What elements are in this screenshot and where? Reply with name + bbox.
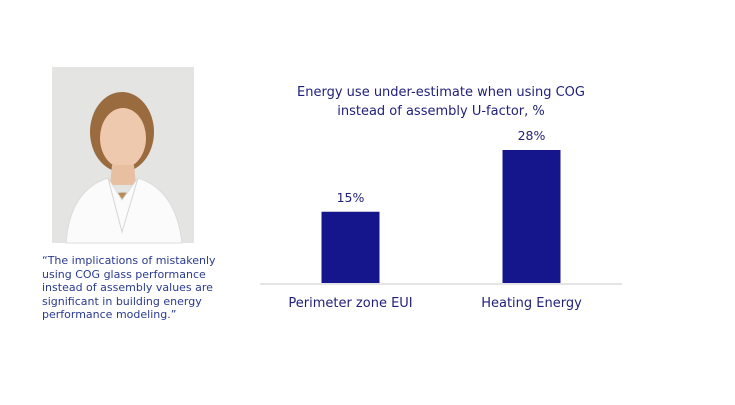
quote: “The implications of mistakenly using CO…	[42, 254, 216, 322]
portrait-photo	[52, 67, 194, 244]
x-tick-label: Perimeter zone EUI	[288, 296, 412, 311]
chart-title: Energy use under-estimate when using COG…	[297, 85, 585, 119]
value-label: 15%	[337, 190, 365, 205]
x-tick-label: Heating Energy	[481, 296, 582, 311]
value-label: 28%	[518, 128, 546, 143]
bar	[321, 211, 380, 283]
bar	[502, 150, 561, 283]
